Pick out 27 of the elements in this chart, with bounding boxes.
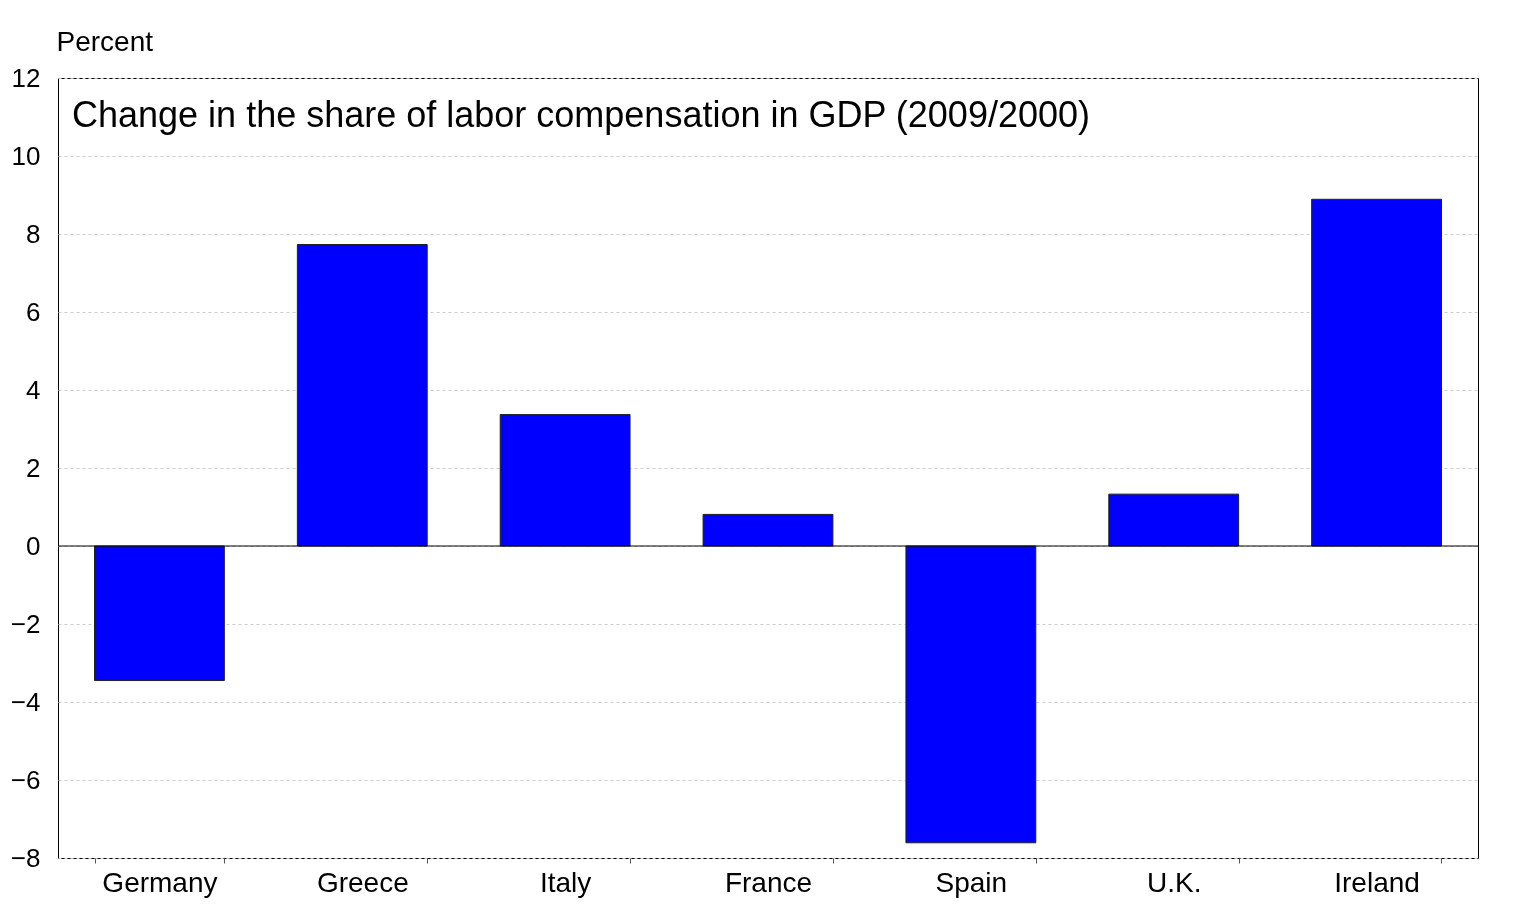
x-tick-label: Ireland [1334, 866, 1420, 898]
bar [296, 244, 428, 547]
bar [94, 545, 225, 682]
x-tick-label: Greece [316, 866, 409, 898]
y-tick-label: 0 [26, 530, 41, 561]
y-tick-label: −4 [10, 686, 41, 717]
y-tick-label: 12 [11, 62, 41, 93]
bar [1108, 493, 1240, 547]
bar [499, 414, 631, 547]
y-axis-title: Percent [56, 25, 154, 57]
y-tick-label: 4 [26, 374, 41, 405]
y-tick-label: 2 [26, 452, 41, 483]
x-tick-label: Spain [935, 866, 1008, 898]
y-tick-label: −8 [10, 842, 41, 873]
x-tick-label: Italy [539, 866, 592, 898]
x-tick-label: U.K. [1146, 866, 1202, 898]
y-tick-label: 10 [11, 140, 41, 171]
y-tick-label: −6 [10, 764, 41, 795]
bar [905, 545, 1037, 844]
bar [702, 513, 834, 547]
y-tick-label: −2 [10, 608, 41, 639]
text: Change in the share of labor compensation in GDP (2009/2000) [72, 94, 1090, 135]
x-tick-label: Germany [102, 866, 218, 898]
y-tick-label: 6 [26, 296, 41, 327]
y-tick-label: 8 [26, 218, 41, 249]
x-tick-label: France [724, 866, 813, 898]
bar [1311, 198, 1442, 547]
